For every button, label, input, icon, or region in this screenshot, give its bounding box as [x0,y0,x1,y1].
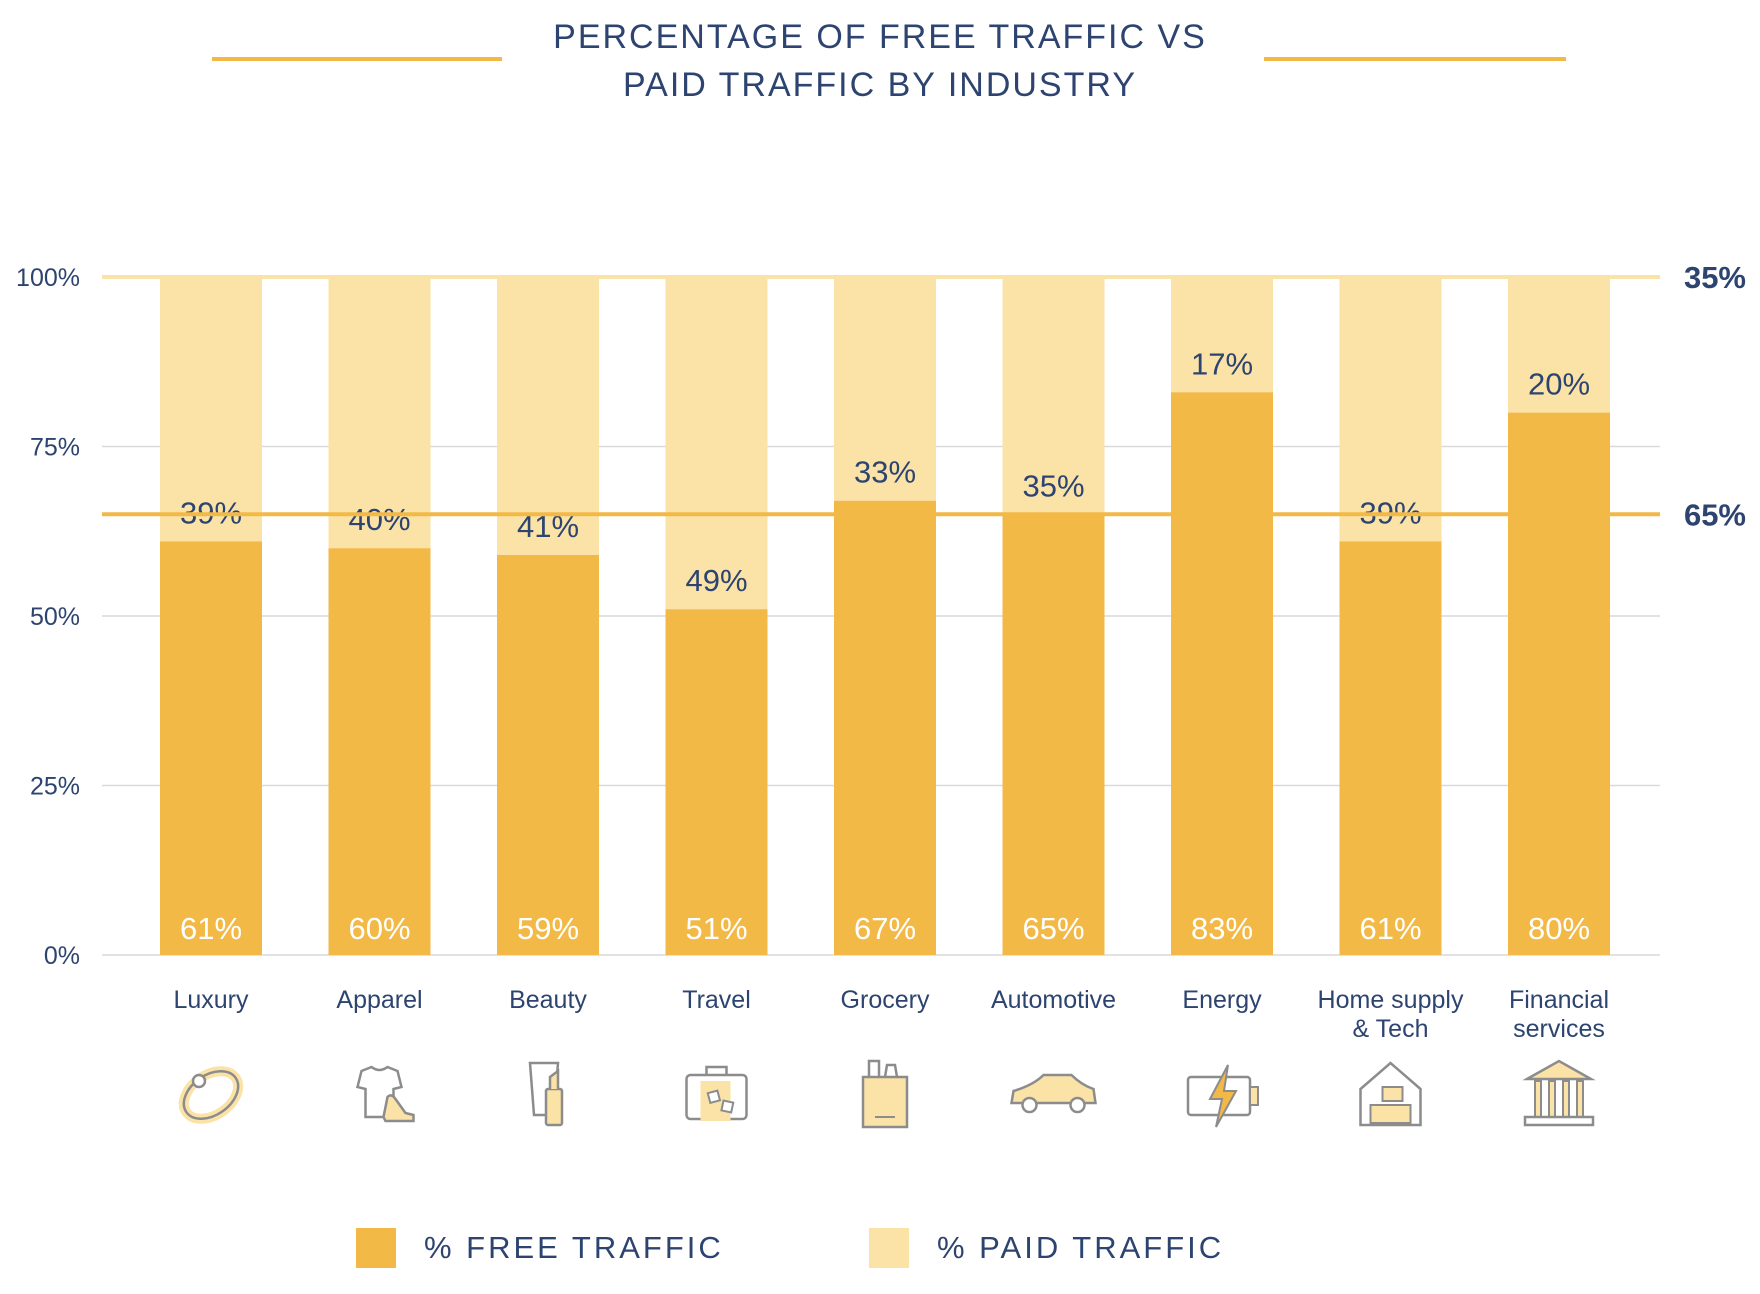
data-label-free: 65% [1022,911,1084,946]
category-label: services [1513,1015,1605,1043]
bar-paid-6 [1171,277,1273,393]
y-tick-label: 100% [16,264,80,292]
category-label: Luxury [173,986,249,1014]
battery-tip [1249,1086,1259,1106]
sticker-2 [720,1099,735,1114]
bar-paid-3 [665,277,768,610]
category-label: Beauty [509,986,587,1014]
house-workspace-icon [1359,1061,1422,1127]
data-label-paid: 49% [685,563,747,598]
category-label: Travel [682,986,751,1014]
car-body [1010,1073,1097,1105]
wheel-rear [1069,1096,1086,1114]
y-tick-label: 25% [30,773,80,801]
data-label-free: 61% [180,911,242,946]
bar-free-1 [328,548,431,955]
bar-free-0 [160,541,262,955]
bar-paid-0 [160,277,262,542]
bag-items [867,1059,899,1078]
bag [861,1075,909,1129]
cosmetics-icon [528,1061,564,1127]
legend-swatch-paid [869,1228,909,1268]
legend-label-paid: % PAID TRAFFIC [937,1230,1225,1265]
legend-item-free: % FREE TRAFFIC [356,1228,724,1268]
data-label-paid: 35% [1022,468,1084,503]
clothing-and-shoe-icon [355,1065,415,1123]
bar-paid-8 [1508,277,1610,413]
y-tick-label: 50% [30,603,80,631]
bar-free-6 [1171,392,1273,955]
shoe [382,1094,415,1123]
legend-swatch-free [356,1228,396,1268]
bar-free-2 [497,554,599,955]
sticker-1 [706,1089,722,1105]
car-icon [1010,1073,1097,1114]
y-tick-label: 75% [30,434,80,462]
data-label-free: 60% [348,911,410,946]
handle [705,1065,728,1075]
grocery-bag-icon [861,1059,909,1129]
bar-paid-7 [1339,277,1442,542]
data-label-free: 83% [1191,911,1253,946]
data-label-free: 61% [1359,911,1421,946]
column [1576,1080,1584,1118]
title-rule-right [1264,57,1566,61]
data-label-paid: 40% [348,502,410,537]
bar-paid-4 [834,277,936,501]
bar-free-8 [1508,412,1610,956]
bolt [1208,1064,1238,1128]
desk [1369,1104,1412,1124]
category-label: Energy [1182,986,1262,1014]
legend-item-paid: % PAID TRAFFIC [869,1228,1224,1268]
ring-icon [178,1066,244,1124]
chart-title-line-1: PERCENTAGE OF FREE TRAFFIC VS [553,18,1207,56]
bank-building-icon [1522,1059,1596,1127]
lipstick [544,1087,564,1127]
legend-label-free: % FREE TRAFFIC [424,1230,724,1265]
data-label-free: 80% [1528,911,1590,946]
y-tick-label: 0% [44,942,80,970]
data-label-paid: 33% [854,455,916,490]
right-annotation: 35% [1684,260,1746,295]
monitor [1381,1086,1404,1102]
wheel-front [1021,1096,1038,1114]
bar-free-5 [1002,514,1105,955]
lipstick-tip [548,1068,560,1089]
data-label-free: 51% [685,911,747,946]
category-label: Home supply [1318,986,1464,1014]
column [1562,1080,1570,1118]
data-label-free: 59% [517,911,579,946]
battery-lightning-icon [1186,1064,1259,1128]
category-label: Automotive [991,986,1116,1014]
ring-gem [191,1073,207,1089]
data-label-paid: 20% [1528,367,1590,402]
bar-free-7 [1339,541,1442,955]
category-label: & Tech [1353,1015,1429,1043]
column [1534,1080,1542,1118]
category-label: Grocery [841,986,930,1014]
title-rule-left [212,57,502,61]
bar-free-4 [834,500,936,955]
suitcase-icon [685,1065,748,1121]
category-label: Financial [1509,986,1609,1014]
bar-paid-2 [497,277,599,555]
data-label-free: 67% [854,911,916,946]
right-annotation: 65% [1684,497,1746,532]
bar-paid-5 [1002,277,1105,515]
chart-title-line-2: PAID TRAFFIC BY INDUSTRY [622,66,1137,104]
base [1523,1115,1595,1127]
category-label: Apparel [336,986,422,1014]
data-label-paid: 17% [1191,346,1253,381]
bar-paid-1 [328,277,431,549]
bar-free-3 [665,609,768,955]
roof [1522,1059,1596,1081]
column [1548,1080,1556,1118]
